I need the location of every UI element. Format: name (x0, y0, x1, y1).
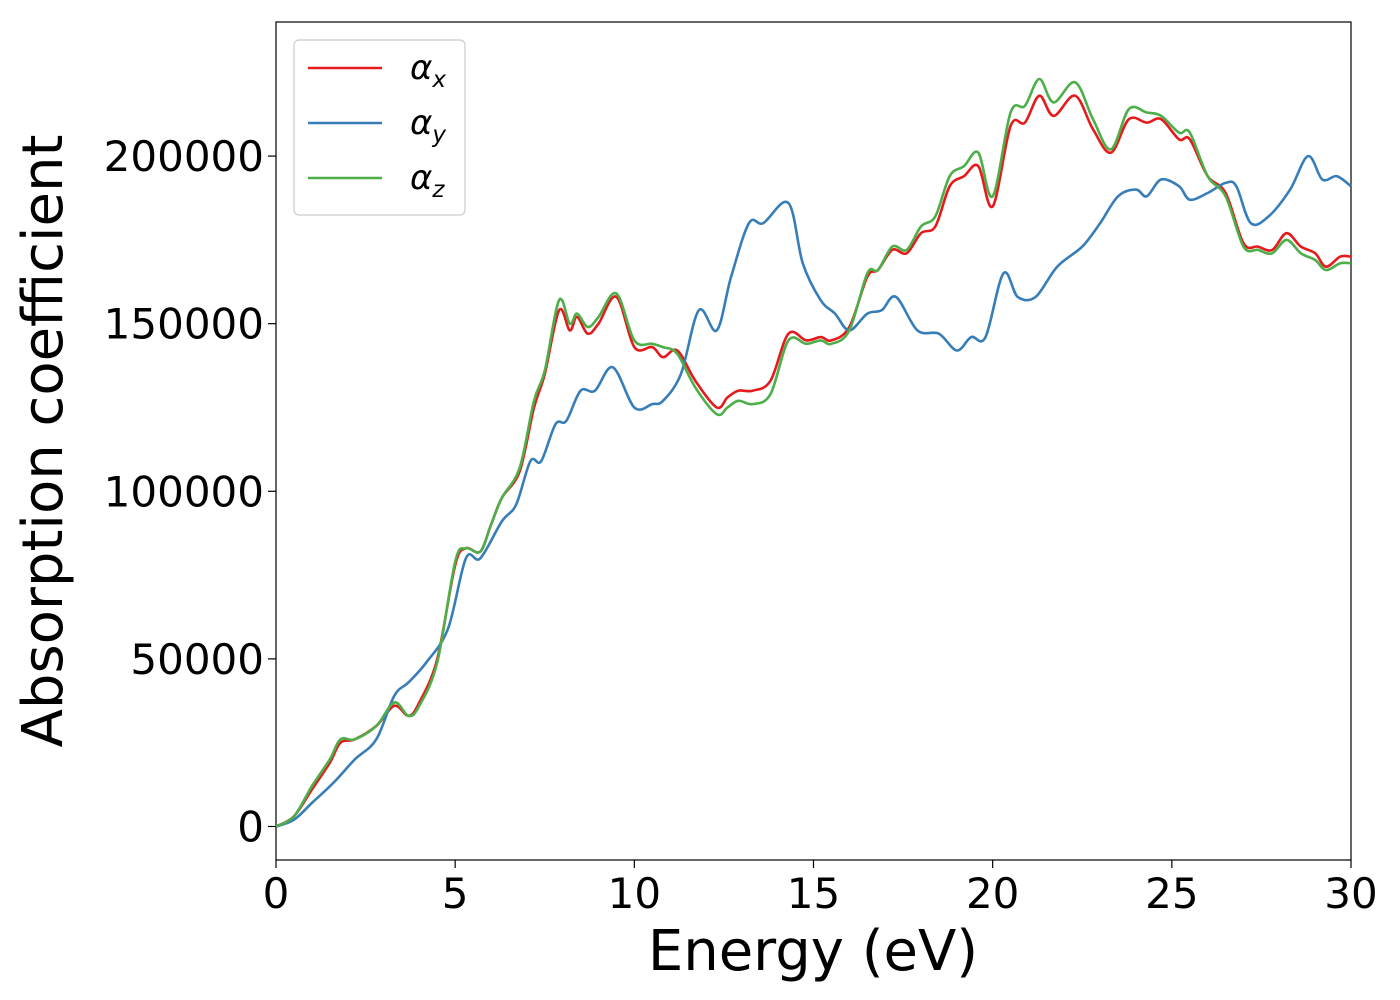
x-axis-ticks: 0 5 10 15 20 25 30 (263, 860, 1378, 918)
series-lines (275, 77, 1352, 828)
x-tick-label: 30 (1324, 869, 1377, 918)
y-tick-label: 150000 (104, 300, 264, 349)
x-tick-label: 0 (263, 869, 290, 918)
y-tick-label: 200000 (104, 132, 264, 181)
legend-label-y: αy (410, 103, 446, 148)
series-line-z (275, 77, 1352, 828)
x-tick-label: 20 (966, 869, 1019, 918)
x-tick-label: 5 (442, 869, 469, 918)
legend-box (293, 39, 466, 216)
legend-label-z: αz (410, 158, 445, 203)
x-tick-label: 10 (608, 869, 661, 918)
series-line-y (275, 154, 1352, 828)
x-axis-label: Energy (eV) (648, 919, 978, 984)
legend-label-x: αx (410, 48, 446, 93)
y-axis-ticks: 0 50000 100000 150000 200000 (104, 132, 276, 851)
y-tick-label: 50000 (130, 635, 264, 684)
x-tick-label: 15 (787, 869, 840, 918)
x-tick-label: 25 (1145, 869, 1198, 918)
legend: αx αy αz (293, 39, 466, 216)
y-axis-label: Absorption coefficient (11, 135, 76, 748)
y-tick-label: 100000 (104, 467, 264, 516)
y-tick-label: 0 (237, 802, 264, 851)
